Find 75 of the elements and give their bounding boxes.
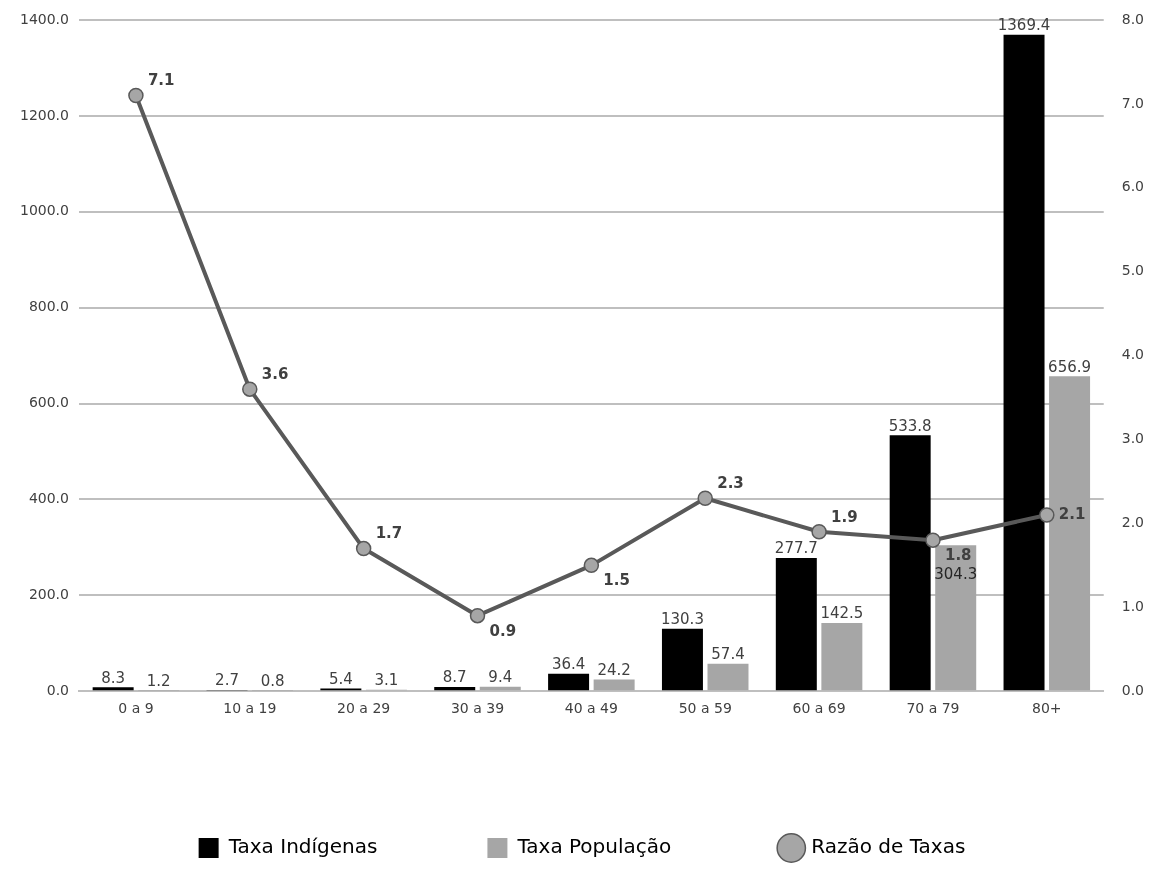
x-tick-label: 40 a 49 (564, 700, 618, 717)
bar (775, 558, 817, 691)
y2-tick-label: 4.0 (1121, 346, 1144, 363)
data-label: 57.4 (711, 645, 745, 664)
x-tick-label: 70 a 79 (906, 700, 960, 717)
data-label: 142.5 (820, 604, 864, 623)
x-tick-label: 10 a 19 (223, 700, 277, 717)
y-tick-label: 1200.0 (19, 106, 69, 123)
data-label: 8.7 (442, 668, 467, 687)
data-label: 3.6 (261, 365, 289, 384)
data-label: 5.4 (328, 670, 353, 688)
data-label: 8.3 (101, 668, 126, 687)
x-tick-label: 60 a 69 (792, 700, 846, 717)
x-tick-label: 0 a 9 (118, 700, 154, 717)
y2-tick-label: 7.0 (1121, 94, 1144, 111)
data-label: 656.9 (1048, 357, 1092, 376)
bar (548, 673, 590, 691)
x-tick-label: 30 a 39 (450, 700, 505, 717)
y-tick-label: 600.0 (28, 394, 69, 411)
data-label: 24.2 (597, 660, 631, 679)
data-label: 1.5 (603, 571, 630, 590)
data-label: 2.1 (1058, 504, 1086, 523)
y-tick-label: 1400.0 (19, 10, 69, 27)
y-tick-label: 800.0 (28, 298, 69, 315)
y2-tick-label: 5.0 (1121, 262, 1144, 279)
data-label: 1.9 (831, 507, 858, 526)
data-label: 2.7 (215, 671, 239, 690)
data-label: 304.3 (934, 564, 978, 583)
data-label: 1.8 (944, 546, 972, 565)
data-label: 533.8 (888, 416, 932, 435)
y2-tick-label: 3.0 (1121, 430, 1144, 447)
y2-tick-label: 8.0 (1121, 10, 1144, 27)
data-label: 36.4 (551, 655, 586, 674)
bar (821, 622, 863, 691)
point (697, 490, 713, 506)
legend-label: Razão de Taxas (811, 834, 966, 859)
bar (593, 679, 635, 691)
x-tick-label: 20 a 29 (337, 700, 391, 717)
y-tick-label: 400.0 (28, 490, 69, 507)
y2-tick-label: 2.0 (1121, 514, 1144, 531)
y2-tick-label: 1.0 (1121, 597, 1144, 614)
bar (92, 687, 134, 691)
data-label: 3.1 (374, 671, 399, 690)
x-tick-label: 80+ (1032, 700, 1062, 717)
bar (661, 628, 703, 691)
x-tick-label: 50 a 59 (678, 700, 732, 717)
point (355, 540, 372, 557)
y-tick-label: 200.0 (28, 585, 69, 602)
point (583, 557, 600, 574)
data-label: 130.3 (660, 610, 704, 629)
bar (434, 687, 476, 691)
data-label: 277.7 (774, 539, 818, 558)
y-tick-label: 1000.0 (19, 202, 69, 219)
legend-label: Taxa Indígenas (227, 834, 378, 859)
point (811, 524, 827, 540)
legend-label: Taxa População (516, 834, 672, 859)
point (925, 532, 941, 548)
bar (1003, 34, 1045, 691)
data-label: 2.3 (717, 474, 744, 493)
bar (889, 435, 931, 691)
data-label: 7.1 (147, 71, 175, 90)
data-label: 1369.4 (997, 16, 1051, 35)
data-label: 1.2 (146, 672, 171, 691)
data-label: 9.4 (488, 668, 513, 687)
point (1039, 507, 1055, 523)
bar (707, 663, 749, 691)
y-tick-label: 0.0 (46, 681, 69, 698)
data-label: 0.9 (489, 621, 517, 640)
y2-tick-label: 6.0 (1121, 178, 1144, 195)
data-label: 1.7 (375, 524, 403, 543)
point (242, 381, 258, 397)
data-label: 0.8 (260, 672, 285, 691)
point (128, 87, 144, 104)
y2-tick-label: 0.0 (1121, 681, 1144, 698)
point (469, 607, 486, 624)
